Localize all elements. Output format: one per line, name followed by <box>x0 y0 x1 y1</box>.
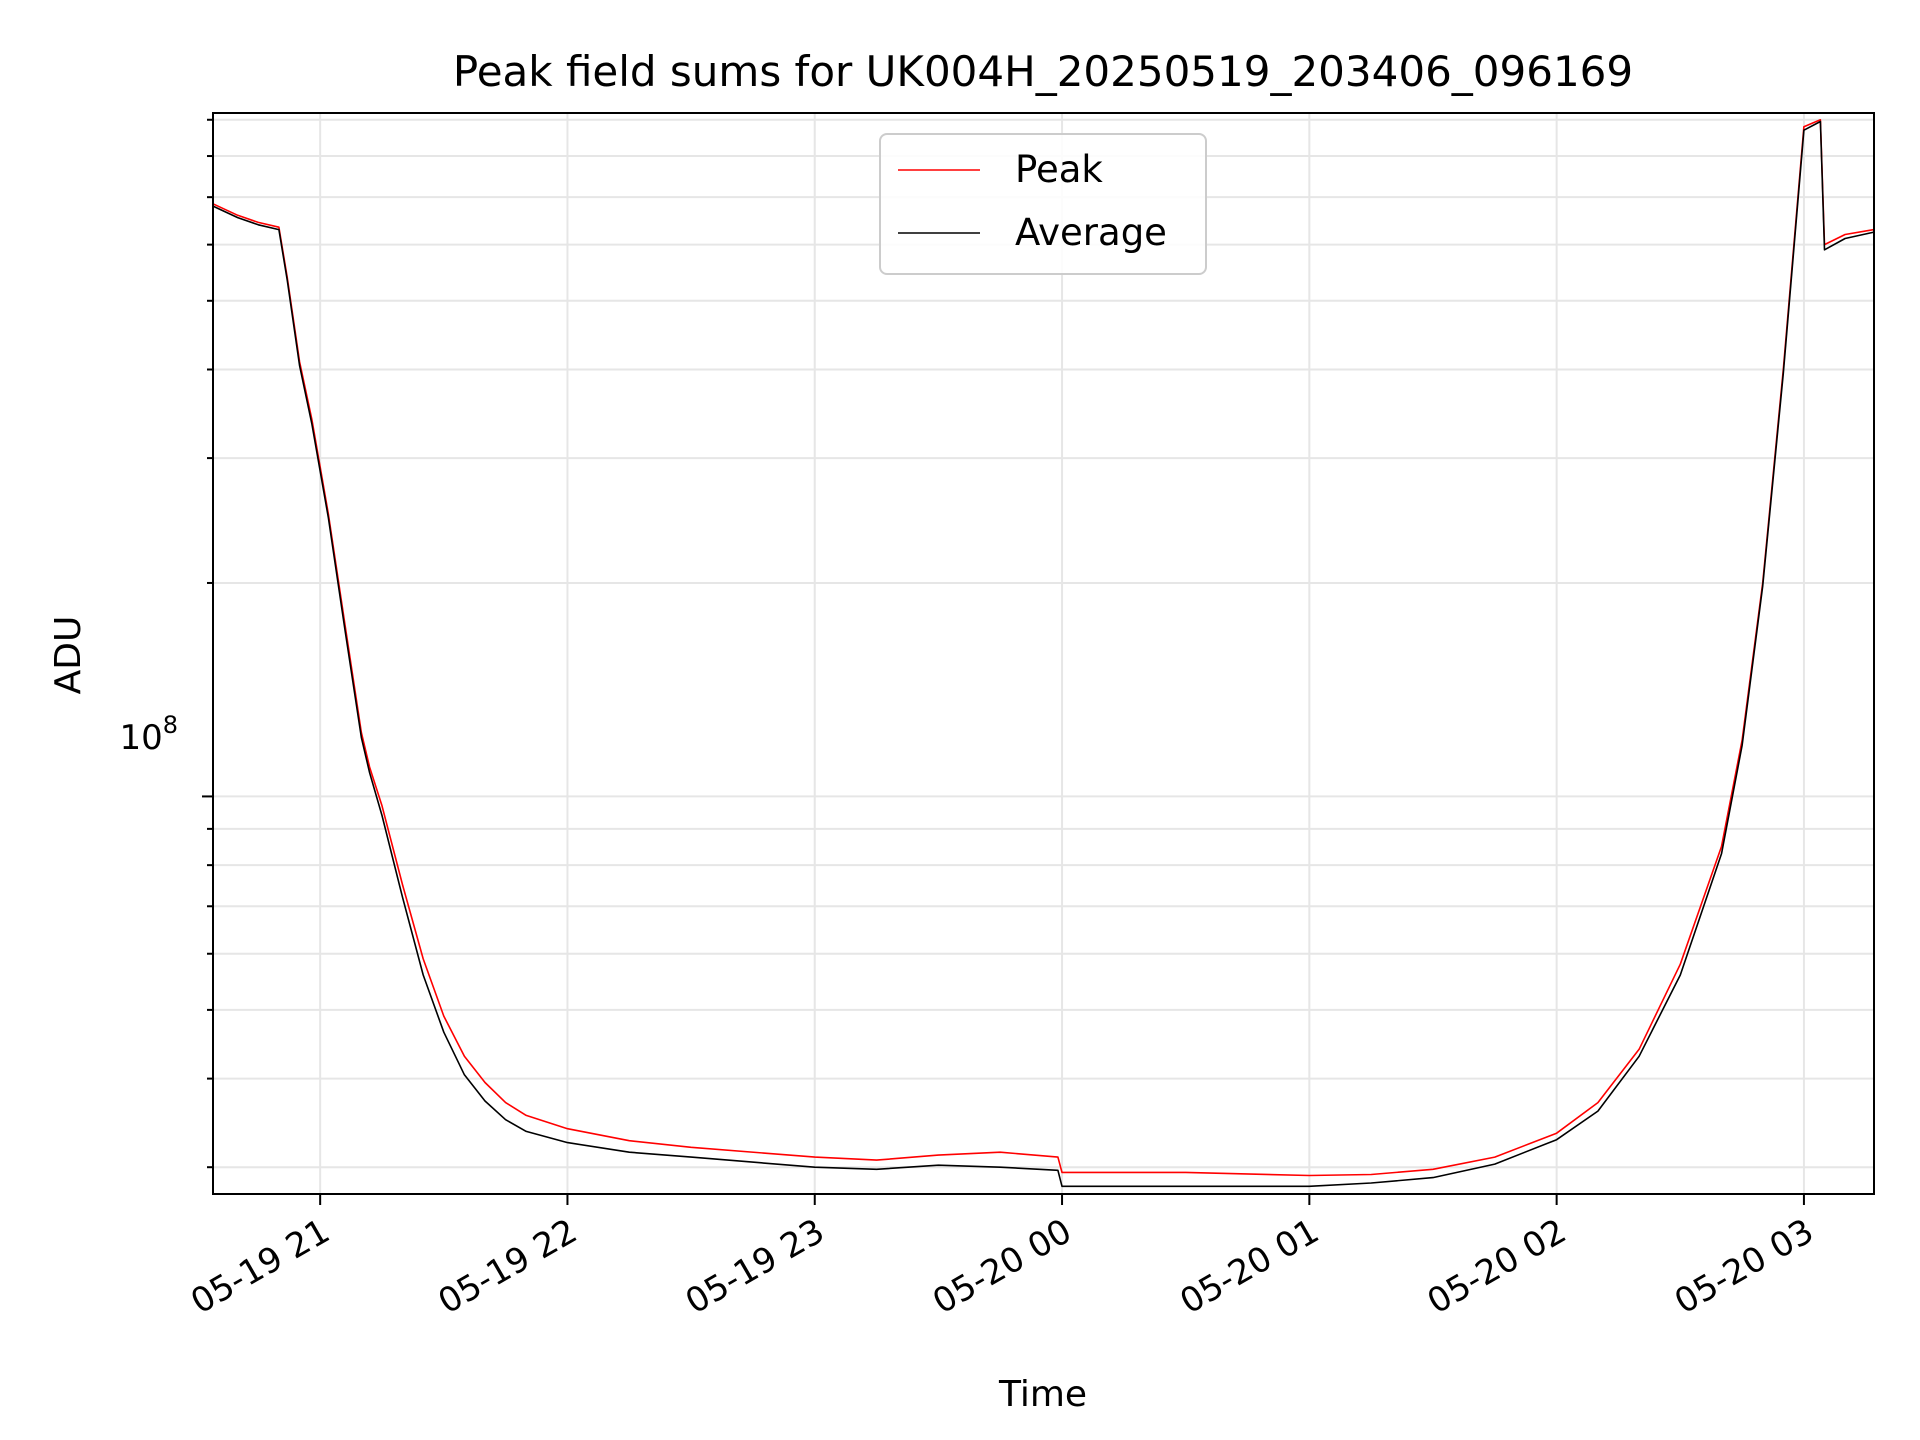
chart-title: Peak field sums for UK004H_20250519_2034… <box>453 47 1633 96</box>
series-line-average <box>212 120 1875 1188</box>
y-tick-exponent: 8 <box>163 711 178 739</box>
x-tick-label: 05-19 22 <box>432 1211 584 1322</box>
legend: Peak Average <box>879 133 1207 275</box>
series-line-peak <box>212 119 1875 1177</box>
x-tick-label: 05-20 00 <box>926 1211 1078 1322</box>
legend-peak-label: Peak <box>1015 148 1103 191</box>
x-tick-label: 05-19 21 <box>184 1211 336 1322</box>
series-layer <box>212 119 1875 1188</box>
grid-layer <box>213 113 1874 1194</box>
legend-box <box>879 133 1207 275</box>
x-axis-label: Time <box>998 1374 1087 1415</box>
x-tick-label: 05-20 01 <box>1173 1211 1325 1322</box>
x-tick-label: 05-20 03 <box>1668 1211 1820 1322</box>
x-tick-label: 05-20 02 <box>1421 1211 1573 1322</box>
y-axis-label: ADU <box>48 616 89 695</box>
y-tick-base: 10 <box>119 718 162 758</box>
plot-frame <box>212 112 1875 1195</box>
y-tick-label: 108 <box>119 711 178 758</box>
legend-average-label: Average <box>1015 211 1167 254</box>
x-tick-label: 05-19 23 <box>679 1211 831 1322</box>
